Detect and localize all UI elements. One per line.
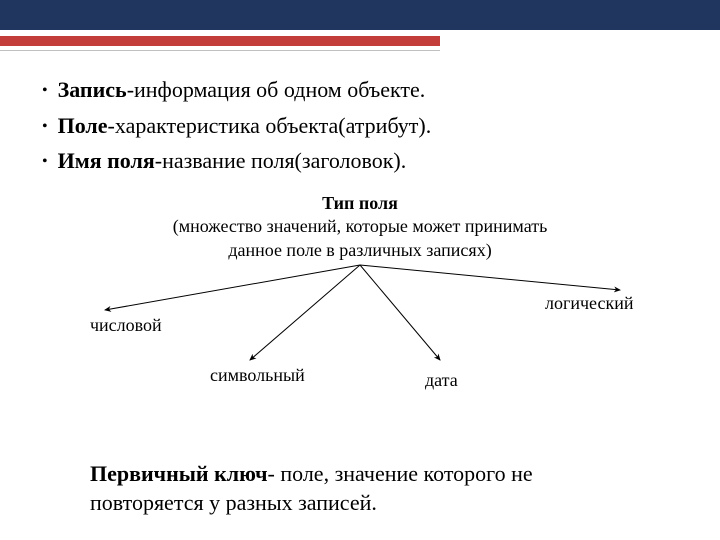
diagram-arrow <box>360 265 440 360</box>
bullet-icon: • <box>42 119 48 135</box>
bullet-item: • Запись-информация об одном объекте. <box>42 75 431 105</box>
header-bar-red <box>0 36 440 46</box>
diagram-arrow <box>250 265 360 360</box>
bullet-item: • Имя поля-название поля(заголовок). <box>42 146 431 176</box>
header-bar-navy <box>0 0 720 30</box>
diagram-leaf-label: дата <box>425 370 458 391</box>
center-title-block: Тип поля (множество значений, которые мо… <box>0 192 720 262</box>
diagram-arrow <box>360 265 620 290</box>
bullet-text: Запись-информация об одном объекте. <box>58 75 426 105</box>
center-title: Тип поля <box>0 192 720 215</box>
bullet-text: Имя поля-название поля(заголовок). <box>58 146 407 176</box>
footer-block: Первичный ключ- поле, значение которого … <box>90 460 650 517</box>
diagram-leaf-label: числовой <box>90 315 162 336</box>
diagram-leaf-label: символьный <box>210 365 305 386</box>
diagram-arrow <box>105 265 360 310</box>
center-line: данное поле в различных записях) <box>0 239 720 262</box>
footer-text: Первичный ключ- поле, значение которого … <box>90 460 650 517</box>
bullet-item: • Поле-характеристика объекта(атрибут). <box>42 111 431 141</box>
center-line: (множество значений, которые может прини… <box>0 215 720 238</box>
header-underline <box>0 50 440 51</box>
bullet-list: • Запись-информация об одном объекте. • … <box>42 75 431 182</box>
bullet-text: Поле-характеристика объекта(атрибут). <box>58 111 432 141</box>
diagram-leaf-label: логический <box>545 293 634 314</box>
bullet-icon: • <box>42 154 48 170</box>
bullet-icon: • <box>42 83 48 99</box>
